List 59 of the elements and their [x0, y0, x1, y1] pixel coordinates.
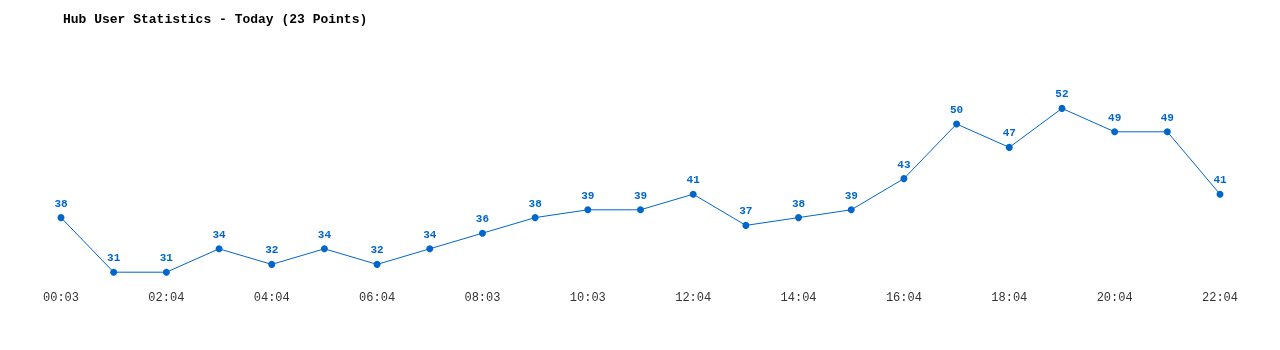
x-tick-label: 02:04	[148, 291, 185, 305]
data-label: 47	[1002, 127, 1016, 140]
point	[584, 206, 592, 214]
point	[1216, 190, 1224, 198]
point	[742, 221, 750, 229]
data-label: 39	[844, 189, 858, 202]
data-label: 37	[739, 205, 753, 218]
point	[1111, 128, 1119, 136]
x-tick-label: 14:04	[780, 291, 817, 305]
data-label: 31	[159, 252, 174, 265]
data-label: 43	[897, 158, 911, 171]
x-tick-label: 00:03	[42, 291, 80, 305]
data-label: 32	[370, 244, 384, 257]
x-tick-label: 22:04	[1201, 291, 1239, 305]
data-label: 41	[1213, 174, 1227, 187]
data-label: 49	[1160, 111, 1174, 124]
data-label: 49	[1108, 111, 1122, 124]
point	[1005, 143, 1013, 151]
chart-title: Hub User Statistics - Today (23 Points)	[63, 12, 368, 27]
data-label: 41	[686, 174, 701, 187]
point	[110, 268, 118, 276]
point	[57, 214, 65, 222]
point	[637, 206, 644, 214]
point	[268, 260, 276, 268]
x-tick-label: 04:04	[253, 291, 290, 305]
point	[426, 245, 434, 253]
data-label: 39	[581, 189, 595, 202]
point	[320, 245, 328, 253]
x-tick-label: 20:04	[1096, 291, 1133, 305]
point	[689, 190, 697, 198]
x-tick-label: 10:03	[569, 291, 606, 305]
point	[847, 206, 855, 214]
data-label: 36	[475, 213, 490, 226]
point	[215, 245, 223, 253]
data-label: 34	[317, 228, 332, 241]
point	[531, 214, 539, 222]
data-label: 32	[265, 244, 279, 257]
data-label: 34	[212, 228, 227, 241]
data-label: 38	[791, 197, 806, 210]
data-label: 38	[54, 197, 68, 210]
point	[900, 175, 908, 183]
point	[373, 260, 381, 268]
data-label: 52	[1055, 88, 1069, 101]
point	[795, 214, 803, 222]
data-label: 34	[423, 228, 437, 241]
data-label: 31	[107, 252, 121, 265]
x-tick-label: 16:04	[885, 291, 922, 305]
data-label: 50	[949, 104, 964, 116]
data-label: 39	[633, 189, 648, 202]
x-tick-label: 12:04	[675, 291, 712, 305]
point	[1058, 104, 1066, 112]
point	[162, 268, 170, 276]
point	[1163, 128, 1171, 136]
x-tick-label: 18:04	[991, 291, 1028, 305]
data-label: 38	[528, 197, 543, 210]
x-tick-label: 08:03	[464, 291, 501, 305]
point	[478, 229, 486, 237]
x-tick-label: 06:04	[359, 291, 396, 305]
point	[953, 120, 961, 128]
